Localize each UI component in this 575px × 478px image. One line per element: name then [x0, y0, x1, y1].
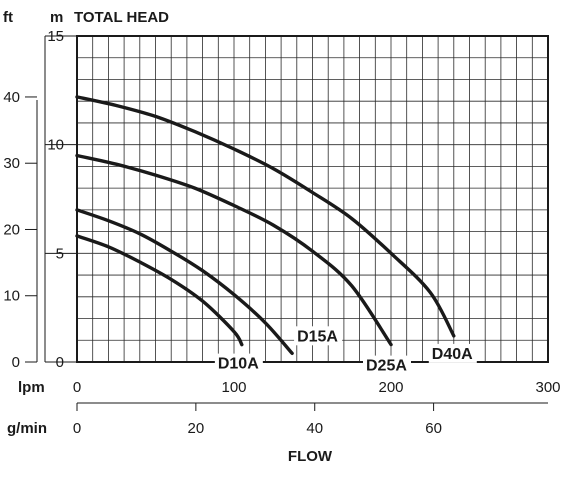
m-tick-label: 10: [47, 137, 64, 154]
curve-label-bg-d40a: [428, 343, 477, 363]
ft-tick-label: 30: [3, 155, 20, 172]
curve-label-d25a: D25A: [366, 358, 407, 375]
curve-label-d40a: D40A: [432, 346, 473, 363]
chart-grid: [77, 36, 548, 362]
m-tick-label: 0: [56, 354, 64, 371]
curve-d15a: [75, 208, 294, 355]
lpm-unit-label: lpm: [18, 379, 45, 396]
m-tick-label: 5: [56, 245, 64, 262]
gpm-tick-label: 0: [73, 420, 81, 437]
curve-label-bg-d25a: [363, 355, 411, 375]
gpm-unit-label: g/min: [7, 420, 47, 437]
flow-lpm-axis: 0 100 200 300: [73, 379, 561, 396]
m-tick-label: 15: [47, 28, 64, 45]
plot-frame: [76, 35, 549, 363]
curve-label-d15a: D15A: [297, 328, 338, 345]
head-m-axis: 0 5 10 15: [44, 28, 77, 371]
ft-tick-label: 10: [3, 288, 20, 305]
curve-label-bg-d10a: [214, 353, 263, 373]
gpm-tick-label: 20: [188, 420, 205, 437]
x-axis-title: FLOW: [288, 448, 333, 465]
gpm-tick-label: 60: [425, 420, 442, 437]
ft-tick-label: 40: [3, 89, 20, 106]
lpm-tick-label: 100: [221, 379, 246, 396]
curve-labels: D10A D15A D25A D40A: [214, 326, 477, 375]
lpm-tick-label: 200: [378, 379, 403, 396]
head-ft-axis: 0 10 20 30 40: [3, 89, 38, 371]
curve-d40a: [75, 95, 456, 338]
m-unit-label: m: [50, 9, 63, 26]
ft-tick-label: 20: [3, 221, 20, 238]
curve-d25a: [75, 153, 393, 347]
curve-label-bg-d15a: [294, 326, 343, 346]
pump-curves: [75, 95, 456, 355]
lpm-tick-label: 300: [535, 379, 560, 396]
lpm-tick-label: 0: [73, 379, 81, 396]
ft-unit-label: ft: [3, 9, 13, 26]
gpm-tick-label: 40: [306, 420, 323, 437]
ft-tick-label: 0: [12, 354, 20, 371]
flow-gpm-axis: 0 20 40 60: [73, 402, 548, 437]
curve-label-d10a: D10A: [218, 356, 259, 373]
curve-d10a: [75, 234, 244, 347]
chart-title: TOTAL HEAD: [74, 9, 169, 26]
